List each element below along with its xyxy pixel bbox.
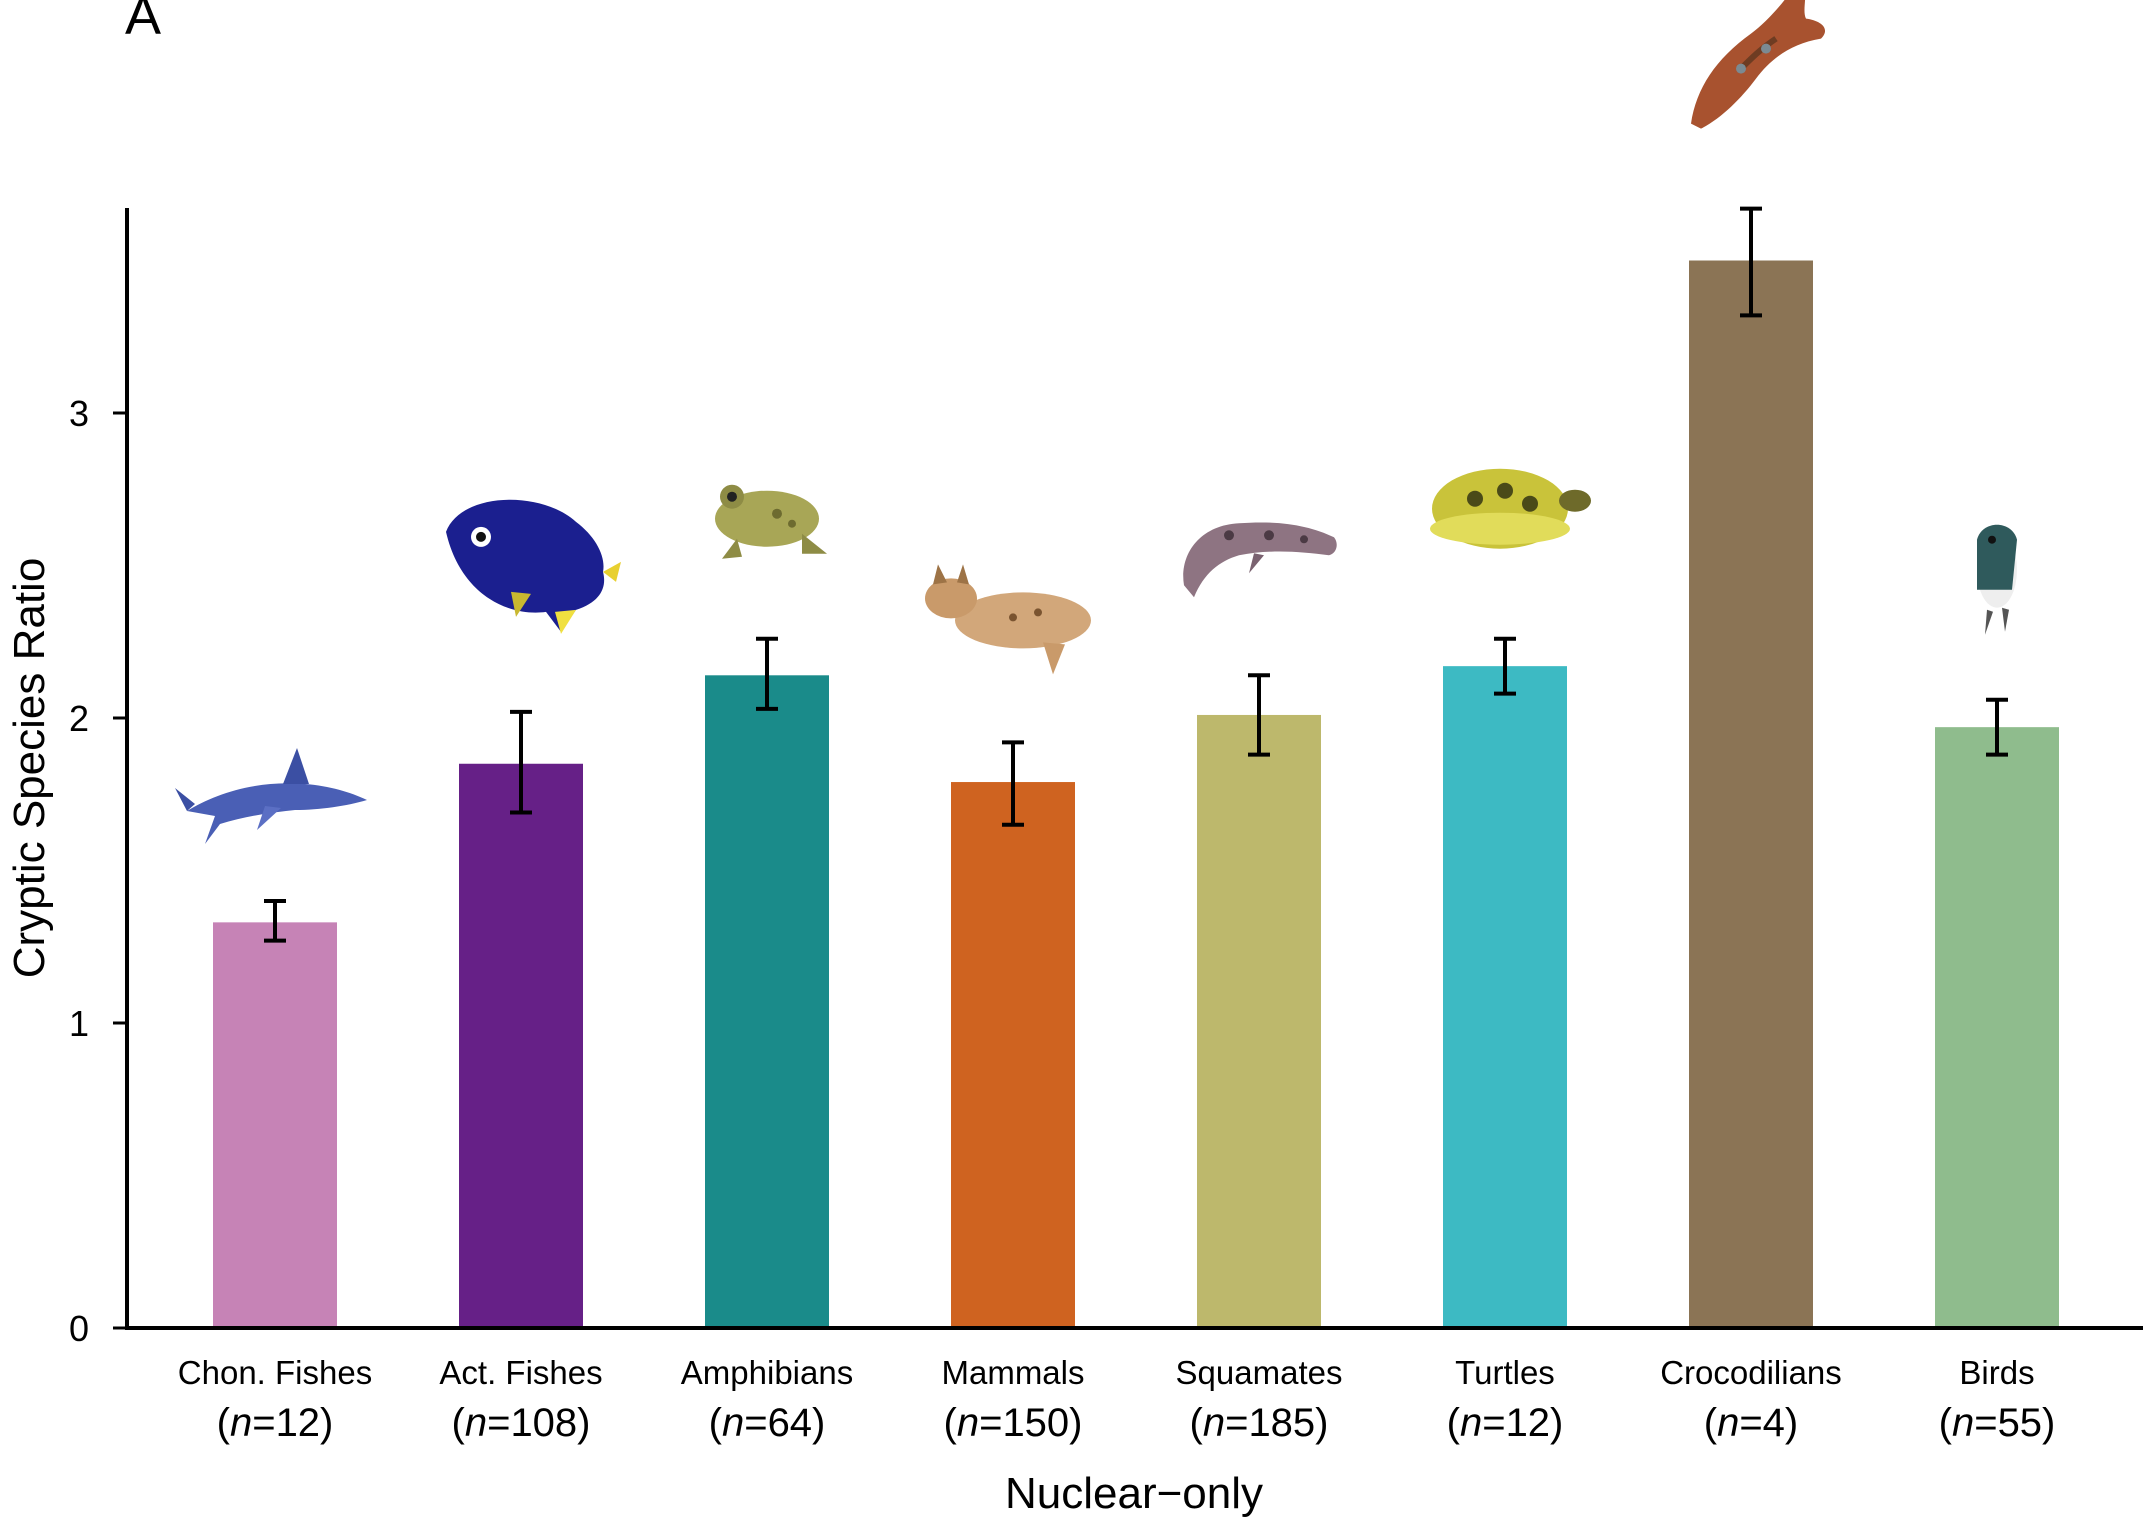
y-axis-title: Cryptic Species Ratio (5, 558, 54, 979)
swallow-icon (1977, 524, 2017, 635)
bobcat-icon (925, 564, 1091, 675)
tortoise-icon (1430, 468, 1591, 549)
bar (1935, 727, 2059, 1328)
y-tick-label: 2 (69, 698, 89, 739)
error-bars (264, 206, 2008, 943)
shark-icon (175, 748, 367, 844)
y-tick-label: 0 (69, 1308, 89, 1349)
bar (951, 782, 1075, 1328)
bar (1443, 666, 1567, 1328)
x-tick-label: Chon. Fishes (178, 1354, 372, 1391)
error-bar (1248, 673, 1270, 757)
x-tick-label: Act. Fishes (439, 1354, 602, 1391)
sample-size-label: (n=108) (452, 1401, 591, 1445)
x-tick-label: Birds (1959, 1354, 2034, 1391)
sample-size-label: (n=185) (1190, 1401, 1329, 1445)
sample-size-label: (n=55) (1939, 1401, 2056, 1445)
panel-label: A (125, 0, 161, 46)
sample-size-label: (n=150) (944, 1401, 1083, 1445)
y-tick-label: 1 (69, 1003, 89, 1044)
sample-size-label: (n=12) (1447, 1401, 1564, 1445)
error-bar (510, 709, 532, 815)
angelfish-icon (446, 499, 621, 634)
x-axis-title: Nuclear−only (1005, 1469, 1263, 1518)
bar (1197, 714, 1321, 1328)
x-tick-label: Turtles (1455, 1354, 1555, 1391)
x-tick-label: Amphibians (681, 1354, 853, 1391)
error-bar (1740, 206, 1762, 318)
frog-icon (715, 484, 827, 559)
y-tick-label: 3 (69, 393, 89, 434)
error-bar (1494, 636, 1516, 696)
sample-size-label: (n=4) (1704, 1401, 1799, 1445)
bars (213, 260, 2059, 1328)
x-tick-label: Squamates (1176, 1354, 1343, 1391)
x-tick-labels: Chon. Fishes (n=12) Act. Fishes (n=108) Amph… (178, 1354, 2056, 1445)
error-bar (1002, 740, 1024, 827)
x-tick-label: Mammals (941, 1354, 1084, 1391)
bar (1689, 260, 1813, 1328)
crocodile-icon (1691, 0, 1825, 129)
error-bar (1986, 697, 2008, 757)
error-bar (756, 636, 778, 711)
bar (705, 675, 829, 1328)
sample-size-label: (n=64) (709, 1401, 826, 1445)
gila-monster-icon (1183, 522, 1337, 598)
x-tick-label: Crocodilians (1660, 1354, 1842, 1391)
bar (459, 763, 583, 1328)
animal-icons (175, 0, 2017, 844)
bar (213, 922, 337, 1328)
axes (125, 208, 2143, 1330)
error-bar (264, 899, 286, 943)
sample-size-label: (n=12) (217, 1401, 334, 1445)
y-ticks: 0 1 2 3 (69, 393, 127, 1349)
